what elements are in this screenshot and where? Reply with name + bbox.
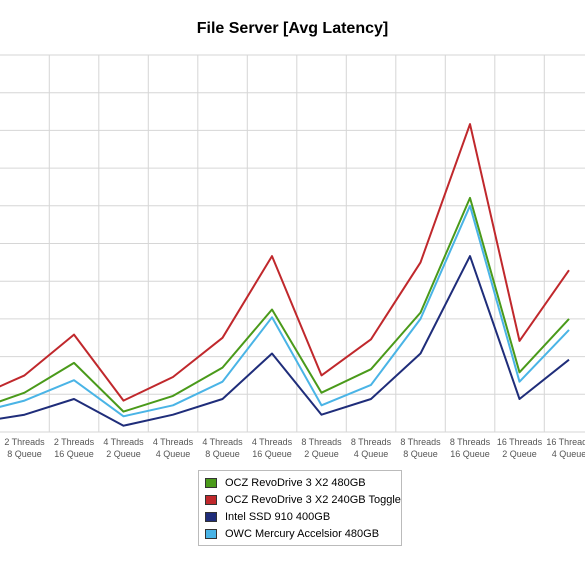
legend-item: OWC Mercury Accelsior 480GB — [205, 525, 395, 542]
x-tick-label: 2 Threads 8 Queue — [4, 437, 45, 459]
legend-swatch — [205, 528, 217, 539]
legend-swatch — [205, 494, 217, 505]
x-tick-label: 4 Threads 2 Queue — [103, 437, 144, 459]
series-line-owc-mercury-accelsior-480gb — [0, 204, 570, 418]
legend-label: OWC Mercury Accelsior 480GB — [225, 527, 380, 540]
legend-label: Intel SSD 910 400GB — [225, 510, 331, 523]
legend-label: OCZ RevoDrive 3 X2 480GB — [225, 476, 366, 489]
series-line-intel-ssd-910-400gb — [0, 255, 570, 427]
legend-item: OCZ RevoDrive 3 X2 480GB — [205, 474, 395, 491]
series-line-ocz-revodrive-3-x2-480gb — [0, 196, 570, 413]
legend-swatch — [205, 477, 217, 488]
legend-item: OCZ RevoDrive 3 X2 240GB Toggle — [205, 491, 401, 508]
x-tick-label: 4 Threads 16 Queue — [252, 437, 293, 459]
x-tick-label: 8 Threads 2 Queue — [301, 437, 342, 459]
legend-swatch — [205, 511, 217, 522]
x-tick-label: 4 Threads 8 Queue — [202, 437, 243, 459]
x-tick-label: 8 Threads 8 Queue — [400, 437, 441, 459]
legend-item: Intel SSD 910 400GB — [205, 508, 395, 525]
x-tick-label: 8 Threads 4 Queue — [351, 437, 392, 459]
series-lines — [0, 123, 570, 427]
series-line-ocz-revodrive-3-x2-240gb-toggle — [0, 123, 570, 402]
x-tick-label: 4 Threads 4 Queue — [153, 437, 194, 459]
legend-label: OCZ RevoDrive 3 X2 240GB Toggle — [225, 493, 401, 506]
chart-title: File Server [Avg Latency] — [196, 20, 389, 37]
x-tick-label: 2 Threads 16 Queue — [54, 437, 95, 459]
x-tick-label: 16 Threads 2 Queue — [497, 437, 543, 459]
legend: OCZ RevoDrive 3 X2 480GB OCZ RevoDrive 3 … — [198, 470, 402, 546]
x-tick-label: 8 Threads 16 Queue — [450, 437, 491, 459]
grid-lines — [0, 54, 585, 433]
